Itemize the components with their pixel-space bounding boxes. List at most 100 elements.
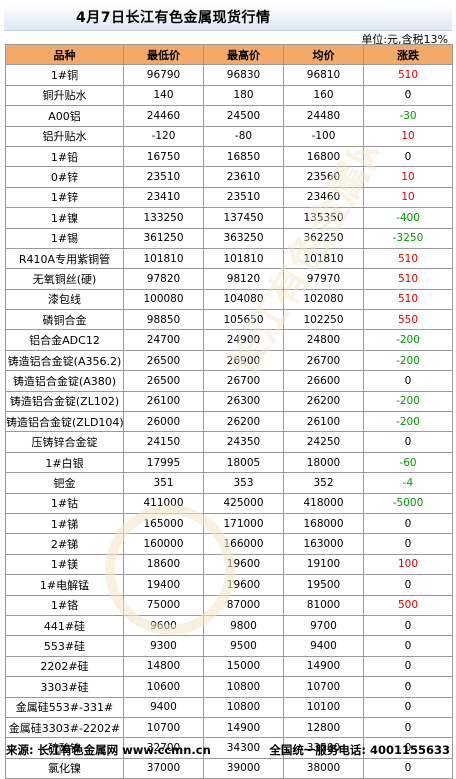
cell-variety: 1#钴 xyxy=(5,492,124,514)
cell-avg: 14900 xyxy=(283,655,364,678)
cell-variety: 3303#硅 xyxy=(5,676,124,698)
cell-high: 105650 xyxy=(203,309,284,331)
cell-low: 26500 xyxy=(123,349,204,372)
cell-high: 26900 xyxy=(203,349,284,372)
cell-low: 26500 xyxy=(123,370,204,392)
cell-variety: 1#电解锰 xyxy=(5,574,124,596)
cell-high: 10800 xyxy=(203,676,284,698)
cell-low: 32700 xyxy=(123,737,204,759)
cell-change: 0 xyxy=(363,676,453,698)
cell-change: 0 xyxy=(363,614,453,637)
cell-change: -4 xyxy=(363,472,453,494)
table-row: A00铝 24460 24500 24480 -30 xyxy=(5,105,453,127)
table-row: 0#锌 23510 23610 23560 10 xyxy=(5,166,453,188)
table-row: 1#白银 17995 18005 18000 -60 xyxy=(5,451,453,474)
cell-change: 0 xyxy=(363,533,453,555)
cell-variety: 铜升贴水 xyxy=(5,84,124,107)
cell-low: 101810 xyxy=(123,247,204,270)
table-row: R410A专用紫铜管 101810 101810 101810 510 xyxy=(5,247,453,270)
cell-change: 0 xyxy=(363,431,453,453)
cell-avg: 160 xyxy=(283,84,364,107)
cell-avg: 10700 xyxy=(283,676,364,698)
cell-high: 16850 xyxy=(203,145,284,168)
cell-change: 510 xyxy=(363,64,453,86)
cell-change: 550 xyxy=(363,309,453,331)
footer-source: 来源: 长江有色金属网 www.ccmn.cn xyxy=(6,743,211,757)
table-row: 1#铅 16750 16850 16800 0 xyxy=(5,145,453,168)
cell-change: -200 xyxy=(363,329,453,351)
table-row: 2#锑 160000 166000 163000 0 xyxy=(5,533,453,555)
cell-variety: 1#白银 xyxy=(5,451,124,474)
cell-avg: 96810 xyxy=(283,64,364,86)
cell-change: 10 xyxy=(363,166,453,188)
header-avg: 均价 xyxy=(283,43,364,66)
cell-high: 9500 xyxy=(203,635,284,657)
cell-change: 500 xyxy=(363,594,453,616)
unit-note: 单位:元,含税13% xyxy=(361,33,448,46)
cell-change: -30 xyxy=(363,105,453,127)
table-row: 金属硅3303#-2202# 10700 14900 12800 0 xyxy=(5,716,453,739)
cell-variety: 2#锑 xyxy=(5,533,124,555)
table-row: 1#镁 18600 19600 19100 100 xyxy=(5,553,453,576)
cell-high: 18005 xyxy=(203,451,284,474)
cell-low: 10700 xyxy=(123,716,204,739)
cell-low: 98850 xyxy=(123,309,204,331)
table-row: 1#镍 133250 137450 135350 -400 xyxy=(5,207,453,229)
cell-high: 87000 xyxy=(203,594,284,616)
cell-variety: 铸造铝合金锭(ZLD104) xyxy=(5,411,124,433)
table-row: 1#钴 411000 425000 418000 -5000 xyxy=(5,492,453,514)
table-row: 硫酸镍 32700 34300 33500 0 xyxy=(5,737,453,759)
cell-variety: 金属硅553#-331# xyxy=(5,696,124,718)
cell-variety: 0#锌 xyxy=(5,166,124,188)
cell-low: 10600 xyxy=(123,676,204,698)
cell-low: 351 xyxy=(123,472,204,494)
cell-variety: 1#铅 xyxy=(5,145,124,168)
cell-change: 10 xyxy=(363,186,453,209)
table-row: 2202#硅 14800 15000 14900 0 xyxy=(5,655,453,678)
cell-low: 26100 xyxy=(123,390,204,413)
cell-avg: 168000 xyxy=(283,512,364,535)
cell-avg: 10100 xyxy=(283,696,364,718)
table-row: 铸造铝合金锭(A380) 26500 26700 26600 0 xyxy=(5,370,453,392)
cell-avg: 97970 xyxy=(283,268,364,290)
cell-low: 23510 xyxy=(123,166,204,188)
cell-variety: 铝合金ADC12 xyxy=(5,329,124,351)
cell-low: 24460 xyxy=(123,105,204,127)
cell-variety: 磷铜合金 xyxy=(5,309,124,331)
header-low: 最低价 xyxy=(123,43,204,66)
cell-change: -60 xyxy=(363,451,453,474)
cell-change: 0 xyxy=(363,696,453,718)
cell-high: 19600 xyxy=(203,574,284,596)
cell-avg: 23460 xyxy=(283,186,364,209)
cell-high: 180 xyxy=(203,84,284,107)
cell-variety: 铸造铝合金锭(A380) xyxy=(5,370,124,392)
cell-high: 26200 xyxy=(203,411,284,433)
cell-low: 24700 xyxy=(123,329,204,351)
table-row: 铸造铝合金锭(ZL102) 26100 26300 26200 -200 xyxy=(5,390,453,413)
cell-variety: 无氧铜丝(硬) xyxy=(5,268,124,290)
cell-low: 16750 xyxy=(123,145,204,168)
cell-avg: 19500 xyxy=(283,574,364,596)
cell-avg: 101810 xyxy=(283,247,364,270)
cell-low: 9600 xyxy=(123,614,204,637)
cell-change: 0 xyxy=(363,512,453,535)
table-row: 铜升贴水 140 180 160 0 xyxy=(5,84,453,107)
table-row: 氯化镍 37000 39000 38000 0 xyxy=(5,757,453,779)
cell-variety: 漆包线 xyxy=(5,288,124,311)
table-row: 553#硅 9300 9500 9400 0 xyxy=(5,635,453,657)
cell-high: 353 xyxy=(203,472,284,494)
table-row: 漆包线 100080 104080 102080 510 xyxy=(5,288,453,311)
cell-change: 0 xyxy=(363,145,453,168)
cell-low: 411000 xyxy=(123,492,204,514)
cell-high: 23510 xyxy=(203,186,284,209)
table-row: 441#硅 9600 9800 9700 0 xyxy=(5,614,453,637)
cell-low: 140 xyxy=(123,84,204,107)
cell-high: 171000 xyxy=(203,512,284,535)
cell-variety: 1#镍 xyxy=(5,207,124,229)
table-row: 3303#硅 10600 10800 10700 0 xyxy=(5,676,453,698)
cell-avg: 81000 xyxy=(283,594,364,616)
cell-change: 510 xyxy=(363,288,453,311)
table-row: 1#锑 165000 171000 168000 0 xyxy=(5,512,453,535)
cell-low: 17995 xyxy=(123,451,204,474)
cell-low: 9300 xyxy=(123,635,204,657)
